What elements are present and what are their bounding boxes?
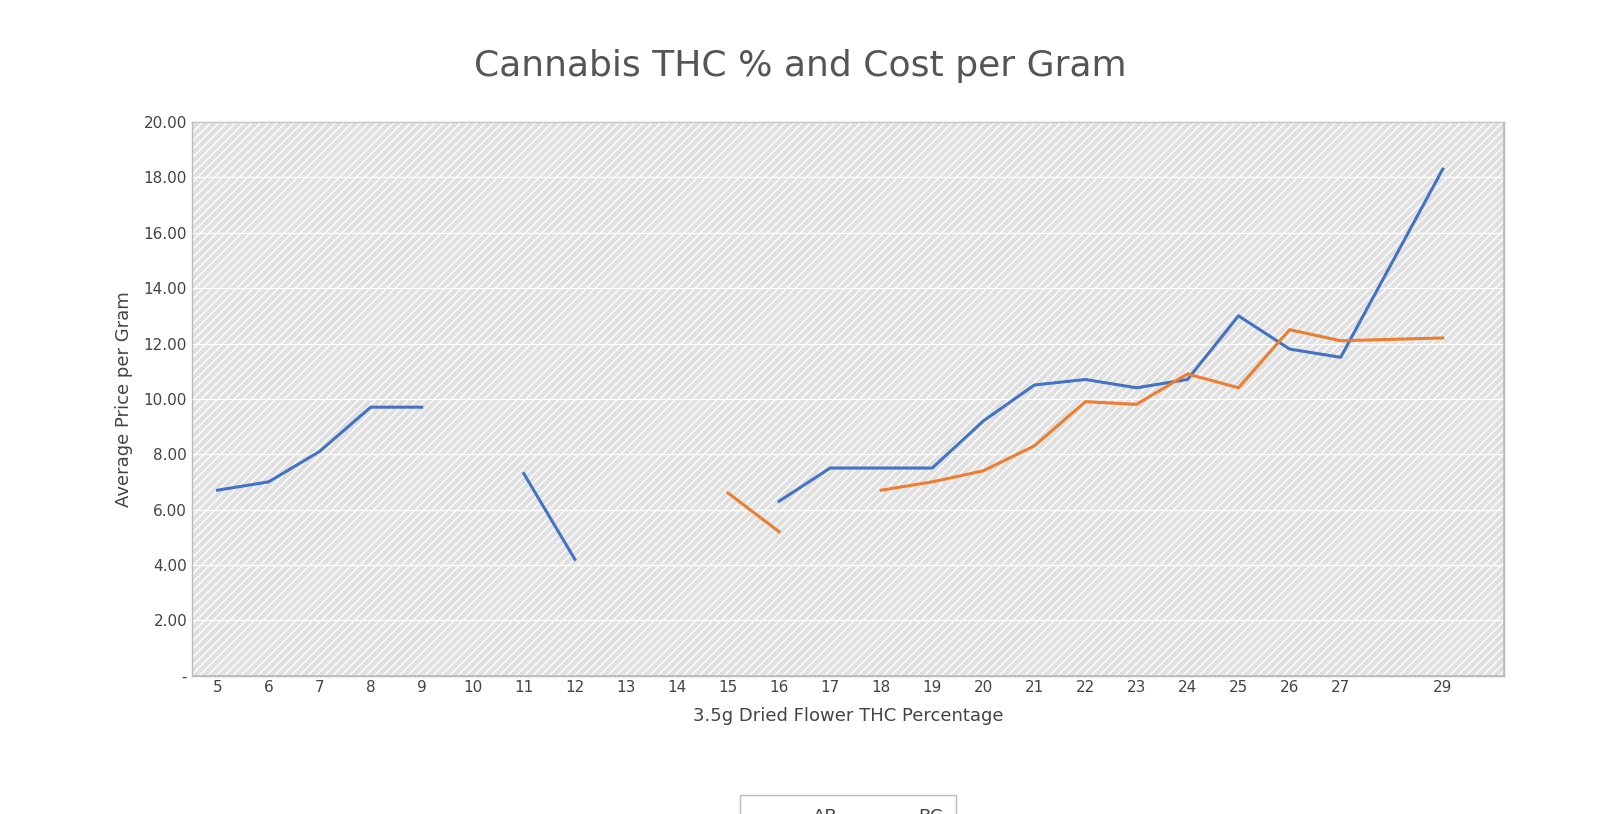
Text: Cannabis THC % and Cost per Gram: Cannabis THC % and Cost per Gram [474,49,1126,83]
Legend: AB, BC: AB, BC [741,795,955,814]
Y-axis label: Average Price per Gram: Average Price per Gram [115,291,133,507]
Bar [192,122,1504,676]
X-axis label: 3.5g Dried Flower THC Percentage: 3.5g Dried Flower THC Percentage [693,707,1003,724]
Bar [192,122,1504,676]
